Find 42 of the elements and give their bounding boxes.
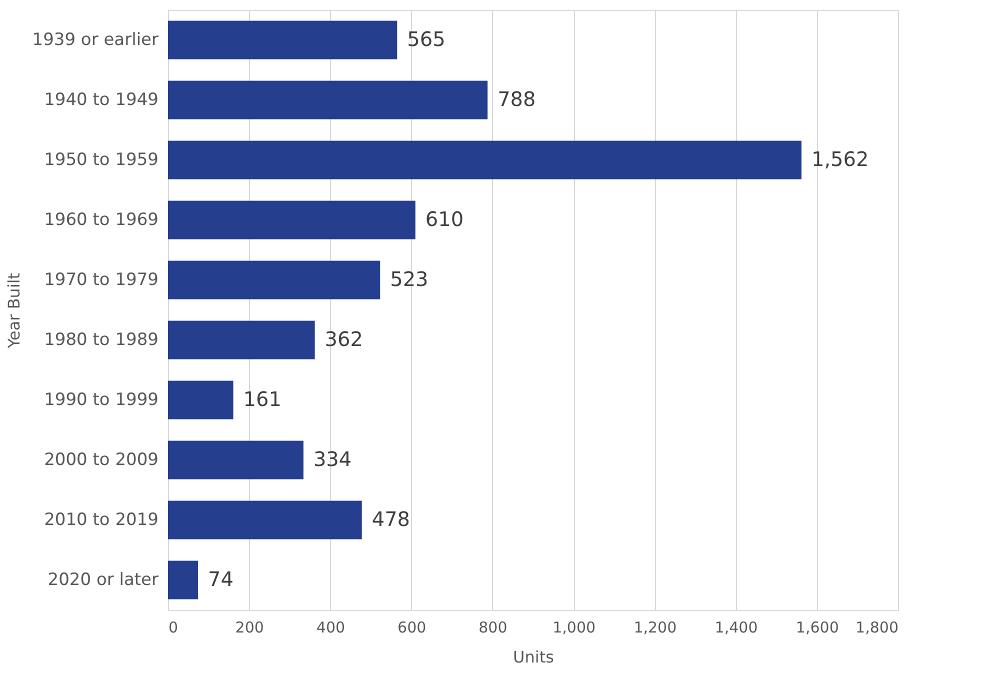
- bar: [168, 320, 315, 360]
- data-label: 334: [313, 447, 352, 471]
- x-tick-label: 1,400: [714, 618, 758, 636]
- x-tick-label: 800: [478, 618, 508, 636]
- bar: [168, 500, 362, 540]
- bar: [168, 20, 398, 60]
- y-tick-label: 2020 or later: [48, 570, 159, 590]
- y-tick-label: 1980 to 1989: [44, 330, 158, 350]
- data-label: 610: [425, 207, 464, 231]
- x-tick-label: 400: [316, 618, 346, 636]
- y-tick-label: 1940 to 1949: [44, 90, 158, 110]
- data-label: 788: [498, 87, 536, 111]
- x-tick-label: 1,000: [552, 618, 596, 636]
- y-axis-title: Year Built: [4, 272, 24, 350]
- y-tick-label: 1950 to 1959: [44, 150, 158, 170]
- data-label: 161: [243, 387, 282, 411]
- y-tick-label: 1970 to 1979: [44, 270, 158, 290]
- data-label: 565: [407, 27, 446, 51]
- bar: [168, 140, 802, 180]
- x-tick-label: 0: [168, 618, 178, 636]
- x-tick-label: 1,600: [796, 618, 839, 636]
- y-tick-label: 2010 to 2019: [44, 510, 158, 530]
- data-label: 74: [208, 567, 234, 591]
- y-tick-label: 1990 to 1999: [44, 390, 158, 410]
- data-label: 523: [390, 267, 428, 291]
- x-tick-label: 600: [398, 618, 426, 636]
- y-tick-label: 1960 to 1969: [44, 210, 158, 230]
- data-label: 362: [324, 327, 363, 351]
- data-label: 478: [372, 507, 410, 531]
- bar: [168, 440, 304, 480]
- x-axis-title: Units: [513, 648, 554, 666]
- x-tick-label: 1,800: [856, 618, 898, 636]
- data-label: 1,562: [811, 147, 869, 171]
- bar: [168, 560, 198, 600]
- bar: [168, 80, 488, 120]
- bar: [168, 200, 416, 240]
- y-tick-label: 1939 or earlier: [32, 30, 158, 50]
- y-tick-label: 2000 to 2009: [44, 450, 158, 470]
- bar: [168, 380, 234, 420]
- x-tick-label: 1,200: [634, 618, 677, 636]
- bar: [168, 260, 380, 300]
- x-tick-label: 200: [235, 618, 264, 636]
